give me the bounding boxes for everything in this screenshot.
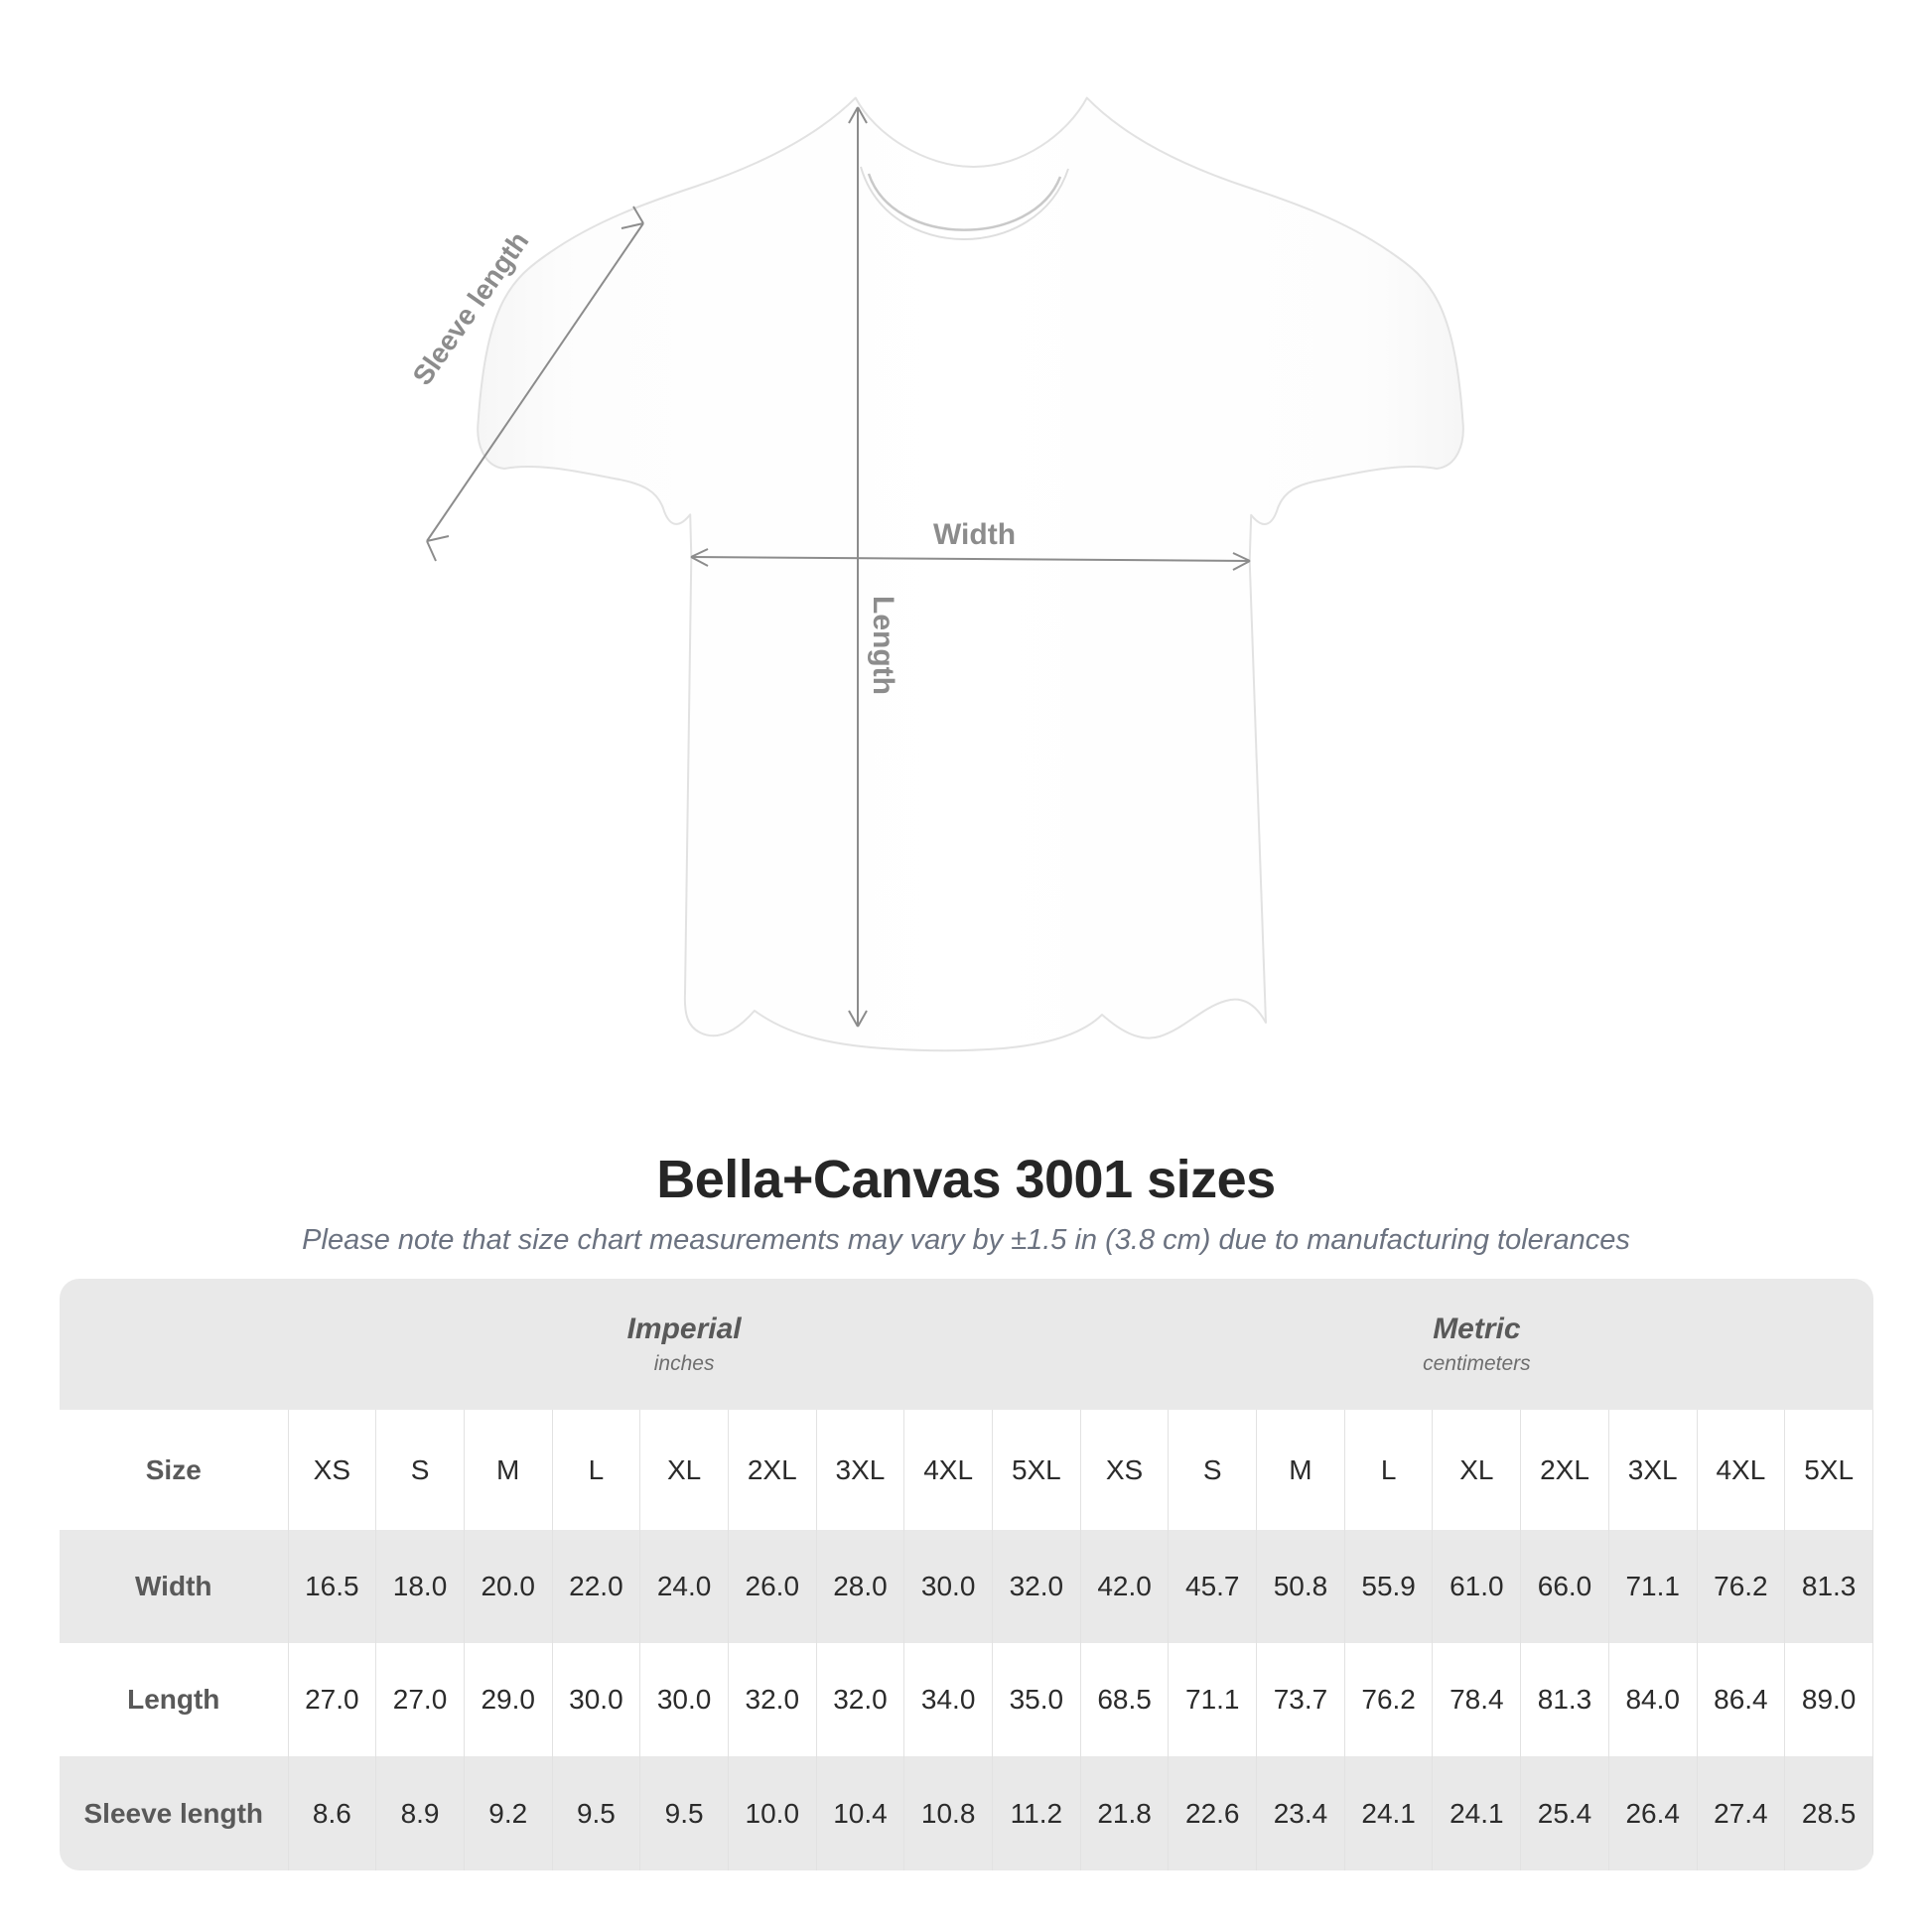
svg-text:Width: Width bbox=[933, 518, 1016, 551]
svg-text:Length: Length bbox=[867, 596, 899, 695]
